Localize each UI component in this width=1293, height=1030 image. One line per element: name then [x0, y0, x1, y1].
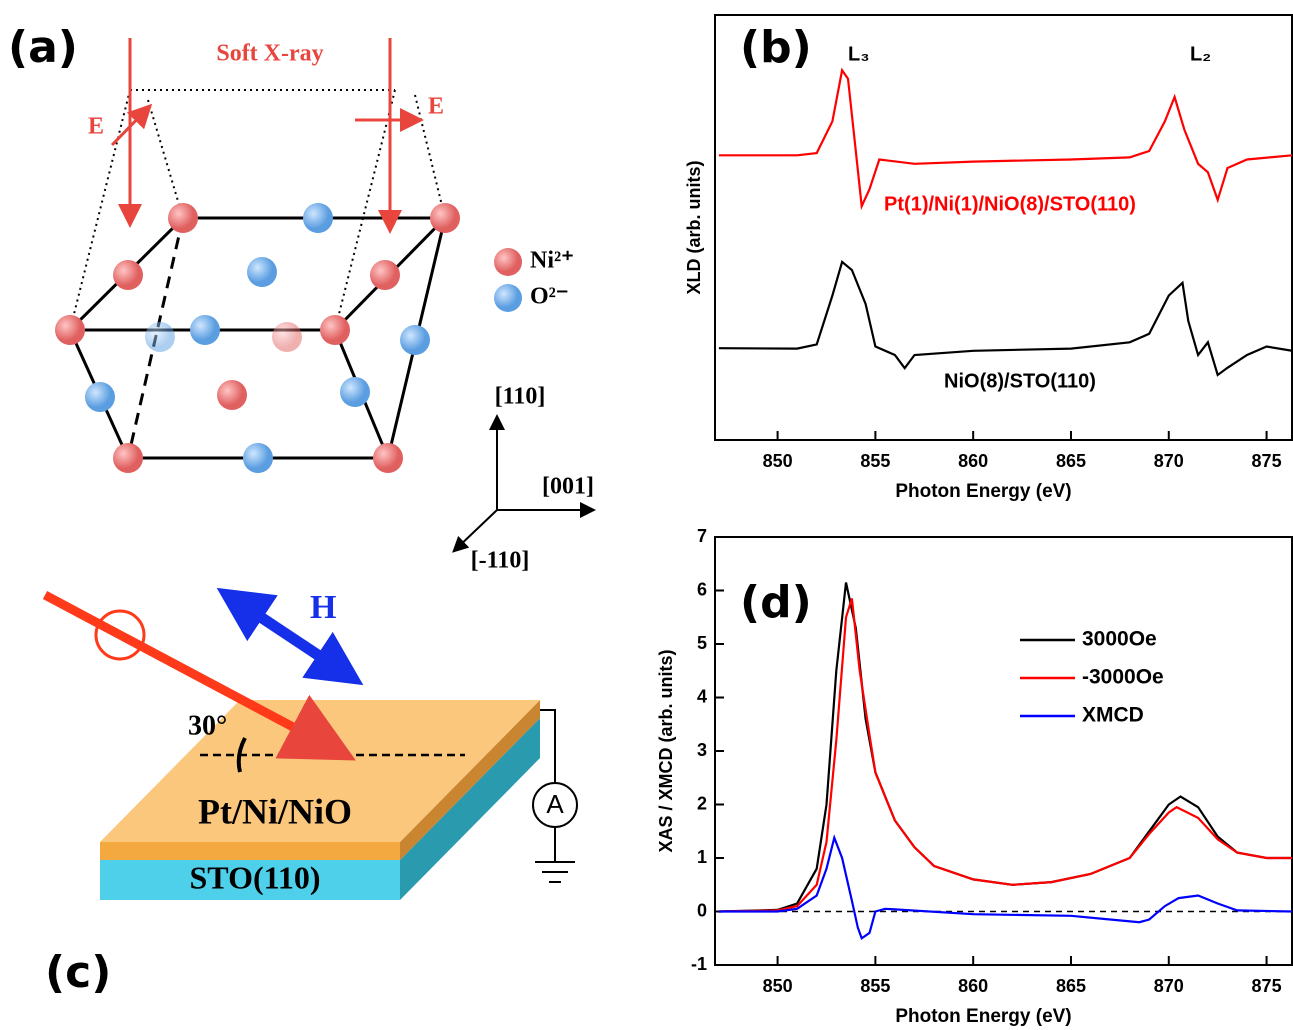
y-tick-label: 1 [697, 847, 707, 867]
series-line [718, 259, 1292, 377]
helicity [94, 609, 146, 661]
film-top [100, 700, 540, 842]
legend-label: 3000Oe [1082, 628, 1157, 651]
y-tick-label: 6 [697, 579, 707, 599]
circuit [535, 709, 575, 883]
panel-label: (d) [740, 577, 812, 628]
axis-label: [-110] [471, 548, 530, 574]
x-tick-label: 855 [860, 451, 890, 471]
field-arrow [216, 587, 364, 686]
layer-label: STO(110) [190, 859, 321, 895]
x-tick-label: 870 [1154, 976, 1184, 996]
y-tick-label: 5 [697, 633, 707, 653]
x-tick-label: 850 [763, 451, 793, 471]
series-label: Pt(1)/Ni(1)/NiO(8)/STO(110) [884, 193, 1136, 215]
y-tick-label: 3 [697, 740, 707, 760]
angle-label: 30° [188, 710, 227, 741]
y-tick-label: 0 [697, 900, 707, 920]
x-axis-label: Photon Energy (eV) [895, 1006, 1071, 1027]
beam-arrows [110, 38, 424, 234]
legend-label: O²⁻ [530, 284, 569, 310]
y-tick-label: 7 [697, 526, 707, 546]
projection-lines [69, 89, 446, 331]
y-axis-label: XAS / XMCD (arb. units) [656, 649, 676, 852]
panel-a: (a) Soft X-ray E E Ni²⁺ O²⁻ [110] [001] … [8, 22, 596, 574]
x-tick-label: 865 [1056, 451, 1086, 471]
film-front [100, 842, 400, 860]
substrate-front [100, 860, 400, 900]
layer-label: Pt/Ni/NiO [198, 791, 352, 831]
angle-arc [236, 737, 247, 773]
panel-label: (b) [740, 22, 812, 73]
legend-label: Ni²⁺ [530, 248, 574, 274]
field-label: H [310, 589, 336, 626]
x-tick-label: 870 [1154, 451, 1184, 471]
polarization-label: E [428, 94, 444, 120]
series-line [718, 598, 1292, 913]
y-tick-label: 2 [697, 793, 707, 813]
crystal-axes [452, 414, 596, 553]
series-line [718, 67, 1292, 211]
peak-label: L₂ [1190, 43, 1211, 65]
panel-label: (c) [45, 947, 111, 998]
x-tick-label: 875 [1252, 976, 1282, 996]
series-line [718, 582, 1292, 913]
film-side [400, 700, 540, 860]
cell-edges [66, 216, 449, 460]
atoms [55, 203, 522, 473]
y-axis-label: XLD (arb. units) [684, 160, 704, 294]
legend-label: XMCD [1082, 704, 1144, 727]
polarization-label: E [88, 114, 104, 140]
series-line [718, 834, 1292, 941]
peak-label: L₃ [848, 43, 869, 65]
x-tick-label: 860 [958, 976, 988, 996]
x-tick-label: 865 [1056, 976, 1086, 996]
panel-label: (a) [8, 22, 78, 73]
beam [42, 591, 356, 761]
x-tick-label: 860 [958, 451, 988, 471]
y-tick-label: -1 [691, 954, 707, 974]
beam-label: Soft X-ray [216, 41, 323, 67]
x-tick-label: 855 [860, 976, 890, 996]
axis-label: [110] [495, 384, 546, 410]
plot-frame [714, 14, 1293, 441]
ammeter-label: A [546, 789, 564, 819]
x-axis-label: Photon Energy (eV) [895, 481, 1071, 502]
series-label: NiO(8)/STO(110) [944, 370, 1096, 392]
axis-label: [001] [542, 474, 594, 500]
panel-c: 30° H Pt/Ni/NiO STO(110) A (c) [42, 587, 578, 998]
ammeter [532, 782, 578, 828]
x-tick-label: 850 [763, 976, 793, 996]
substrate-side [400, 718, 540, 900]
legend-label: -3000Oe [1082, 666, 1164, 689]
y-tick-label: 4 [697, 686, 707, 706]
x-tick-label: 875 [1252, 451, 1282, 471]
